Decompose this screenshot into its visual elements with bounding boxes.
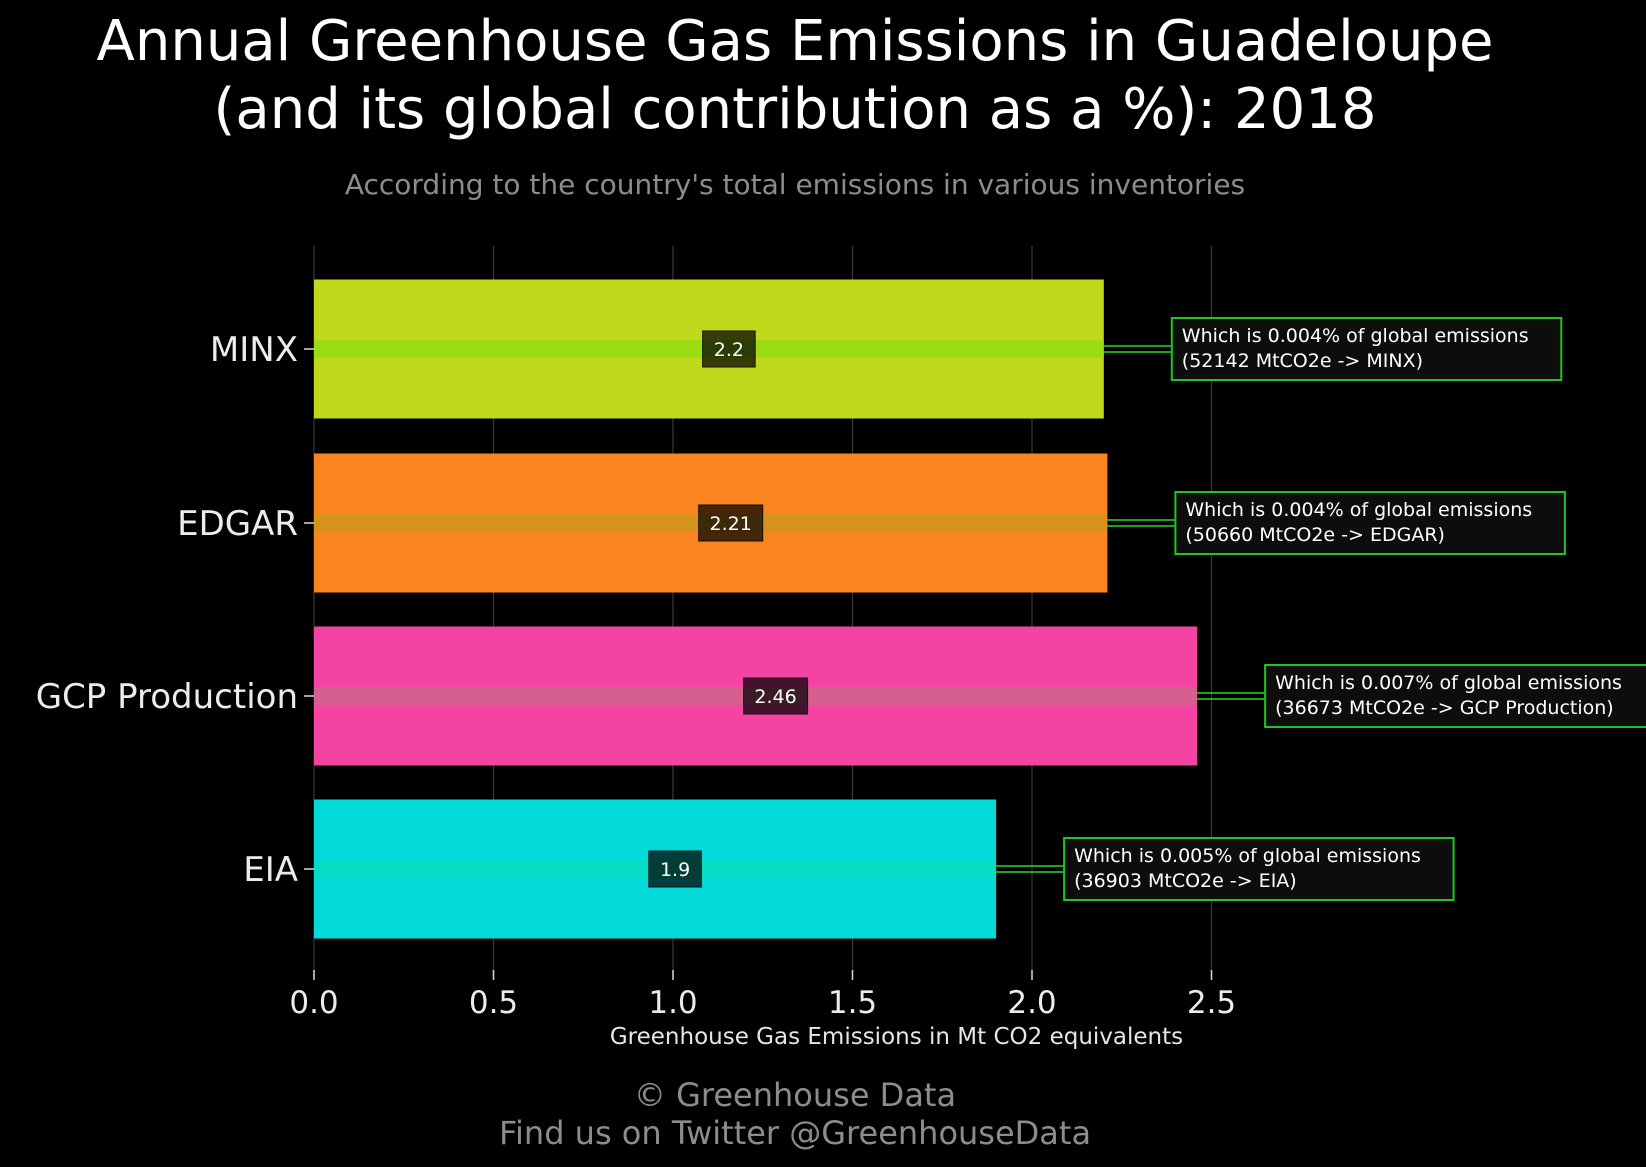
x-tick-label: 0.5: [469, 985, 518, 1021]
x-tick-label: 1.0: [648, 985, 697, 1021]
annotation-text-line-1: Which is 0.005% of global emissions: [1074, 845, 1421, 867]
footer-copyright: © Greenhouse Data: [633, 1076, 957, 1114]
footer-twitter: Find us on Twitter @GreenhouseData: [498, 1114, 1092, 1152]
y-tick-label: EDGAR: [177, 504, 298, 544]
value-label: 1.9: [660, 859, 690, 881]
chart-title-line-1: Annual Greenhouse Gas Emissions in Guade…: [96, 9, 1494, 74]
chart-subtitle: According to the country's total emissio…: [344, 168, 1246, 201]
value-label: 2.21: [710, 513, 752, 535]
chart-title-line-2: (and its global contribution as a %): 20…: [213, 77, 1377, 142]
annotation-text-line-2: (50660 MtCO2e -> EDGAR): [1185, 524, 1445, 546]
x-axis-label: Greenhouse Gas Emissions in Mt CO2 equiv…: [609, 1024, 1184, 1050]
value-label-box: [648, 850, 702, 888]
value-label-box: [743, 677, 809, 715]
value-label-box: [702, 330, 756, 368]
annotation-box: [1170, 317, 1563, 381]
value-label: 2.2: [714, 339, 744, 361]
value-label-box: [698, 504, 764, 542]
y-tick-label: EIA: [243, 850, 298, 890]
x-tick-label: 2.0: [1007, 985, 1056, 1021]
annotation-text-line-2: (52142 MtCO2e -> MINX): [1182, 350, 1423, 372]
annotation-text-line-2: (36673 MtCO2e -> GCP Production): [1275, 697, 1614, 719]
x-tick-label: 0.0: [289, 985, 338, 1021]
y-tick-label: GCP Production: [36, 677, 298, 717]
annotation-box: [1264, 664, 1646, 728]
annotation-text-line-1: Which is 0.004% of global emissions: [1185, 499, 1532, 521]
annotation-text-line-1: Which is 0.004% of global emissions: [1182, 325, 1529, 347]
annotation-text-line-2: (36903 MtCO2e -> EIA): [1074, 870, 1297, 892]
value-label: 2.46: [754, 686, 796, 708]
y-tick-label: MINX: [210, 330, 298, 370]
annotation-text-line-1: Which is 0.007% of global emissions: [1275, 672, 1622, 694]
annotation-box: [1063, 837, 1455, 901]
x-tick-label: 1.5: [828, 985, 877, 1021]
x-tick-label: 2.5: [1187, 985, 1236, 1021]
annotation-box: [1174, 491, 1566, 555]
